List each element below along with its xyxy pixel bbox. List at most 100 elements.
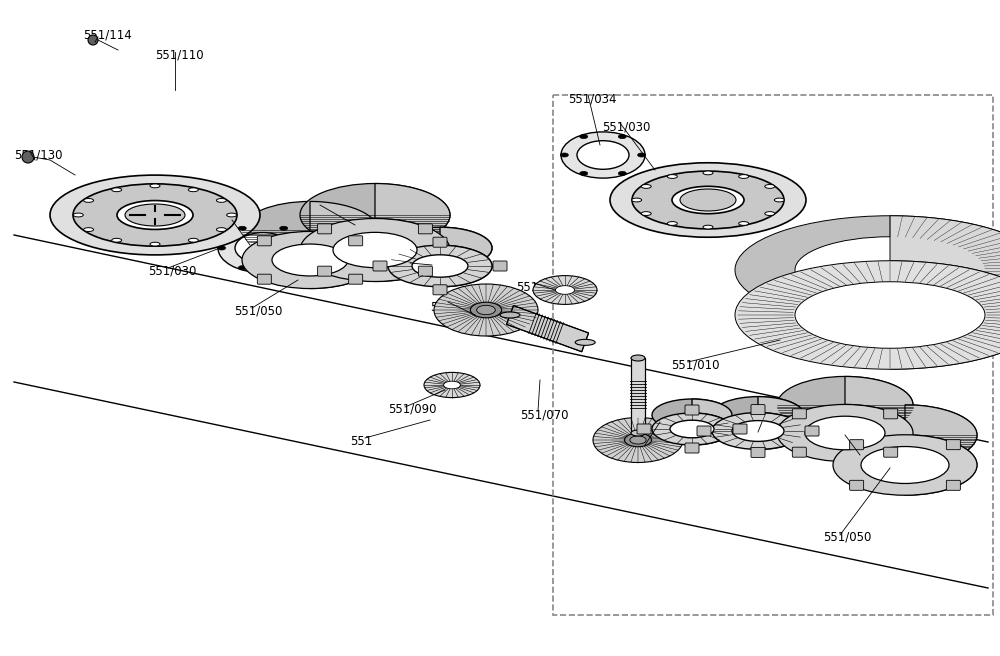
Ellipse shape	[712, 397, 804, 434]
Ellipse shape	[500, 312, 520, 318]
Text: 551/130: 551/130	[14, 148, 62, 161]
Ellipse shape	[735, 216, 1000, 324]
Circle shape	[22, 151, 34, 163]
FancyBboxPatch shape	[884, 409, 898, 419]
Ellipse shape	[739, 174, 749, 178]
Text: 551: 551	[350, 435, 372, 448]
Text: 551/050: 551/050	[823, 530, 871, 543]
Ellipse shape	[703, 225, 713, 229]
FancyBboxPatch shape	[850, 480, 864, 490]
Polygon shape	[845, 377, 913, 462]
FancyBboxPatch shape	[884, 447, 898, 457]
Text: 551/034: 551/034	[210, 215, 258, 228]
FancyBboxPatch shape	[433, 285, 447, 295]
FancyBboxPatch shape	[751, 447, 765, 457]
Ellipse shape	[84, 228, 94, 232]
Ellipse shape	[593, 417, 683, 462]
Text: 551/060: 551/060	[393, 258, 442, 271]
Ellipse shape	[188, 238, 198, 242]
Ellipse shape	[652, 413, 732, 445]
Text: 551/030: 551/030	[148, 265, 196, 278]
FancyBboxPatch shape	[318, 224, 332, 234]
Ellipse shape	[73, 184, 237, 246]
FancyBboxPatch shape	[418, 224, 432, 234]
Text: 551/090: 551/090	[516, 280, 564, 293]
Ellipse shape	[618, 171, 626, 175]
Ellipse shape	[672, 186, 744, 214]
Polygon shape	[631, 358, 645, 433]
Ellipse shape	[630, 436, 646, 444]
Text: 551/010: 551/010	[671, 358, 720, 371]
Ellipse shape	[641, 212, 651, 215]
FancyBboxPatch shape	[685, 405, 699, 415]
FancyBboxPatch shape	[685, 443, 699, 453]
FancyBboxPatch shape	[946, 440, 960, 449]
Ellipse shape	[50, 175, 260, 255]
Ellipse shape	[795, 237, 985, 303]
FancyBboxPatch shape	[373, 261, 387, 271]
Ellipse shape	[641, 184, 651, 188]
Ellipse shape	[560, 153, 568, 157]
Ellipse shape	[774, 198, 784, 202]
Ellipse shape	[580, 171, 588, 175]
Ellipse shape	[227, 213, 237, 217]
Ellipse shape	[300, 218, 450, 281]
Ellipse shape	[84, 199, 94, 202]
Ellipse shape	[732, 420, 784, 441]
Text: 551/034: 551/034	[568, 92, 616, 105]
Ellipse shape	[300, 184, 450, 247]
Ellipse shape	[412, 255, 468, 277]
Ellipse shape	[795, 281, 985, 348]
Ellipse shape	[150, 184, 160, 188]
Polygon shape	[310, 201, 378, 289]
Ellipse shape	[388, 245, 492, 287]
FancyBboxPatch shape	[792, 447, 806, 457]
Polygon shape	[758, 397, 804, 449]
Text: 551/060: 551/060	[745, 418, 794, 431]
Ellipse shape	[670, 420, 714, 438]
Ellipse shape	[618, 134, 626, 138]
Ellipse shape	[777, 377, 913, 434]
Ellipse shape	[470, 302, 502, 318]
Text: 551/110: 551/110	[155, 48, 204, 61]
Ellipse shape	[218, 223, 308, 273]
Ellipse shape	[735, 260, 1000, 369]
Bar	[553, 95, 993, 615]
Ellipse shape	[610, 163, 806, 237]
Text: 551/070: 551/070	[520, 408, 568, 421]
Ellipse shape	[300, 246, 308, 250]
Ellipse shape	[575, 339, 595, 345]
Ellipse shape	[638, 153, 646, 157]
Ellipse shape	[631, 430, 645, 436]
Polygon shape	[440, 227, 492, 287]
Ellipse shape	[112, 188, 122, 192]
Ellipse shape	[861, 447, 949, 483]
Circle shape	[88, 35, 98, 45]
Ellipse shape	[112, 238, 122, 242]
Ellipse shape	[73, 213, 83, 217]
Ellipse shape	[117, 201, 193, 230]
Ellipse shape	[667, 222, 677, 226]
Ellipse shape	[703, 171, 713, 174]
Ellipse shape	[712, 413, 804, 449]
FancyBboxPatch shape	[349, 236, 363, 246]
Ellipse shape	[235, 233, 291, 264]
Ellipse shape	[805, 416, 885, 450]
FancyBboxPatch shape	[349, 274, 363, 284]
Ellipse shape	[739, 222, 749, 226]
Text: 551/114: 551/114	[83, 28, 132, 41]
Ellipse shape	[833, 405, 977, 465]
Polygon shape	[375, 184, 450, 281]
Ellipse shape	[424, 373, 480, 398]
Polygon shape	[905, 405, 977, 495]
Text: 551/040: 551/040	[843, 452, 892, 465]
Ellipse shape	[238, 266, 246, 270]
Ellipse shape	[632, 198, 642, 202]
FancyBboxPatch shape	[637, 424, 651, 434]
Ellipse shape	[242, 201, 378, 258]
FancyBboxPatch shape	[751, 405, 765, 415]
Ellipse shape	[216, 228, 226, 232]
Ellipse shape	[777, 405, 913, 462]
Ellipse shape	[477, 305, 495, 315]
Text: 551/050: 551/050	[234, 305, 282, 318]
